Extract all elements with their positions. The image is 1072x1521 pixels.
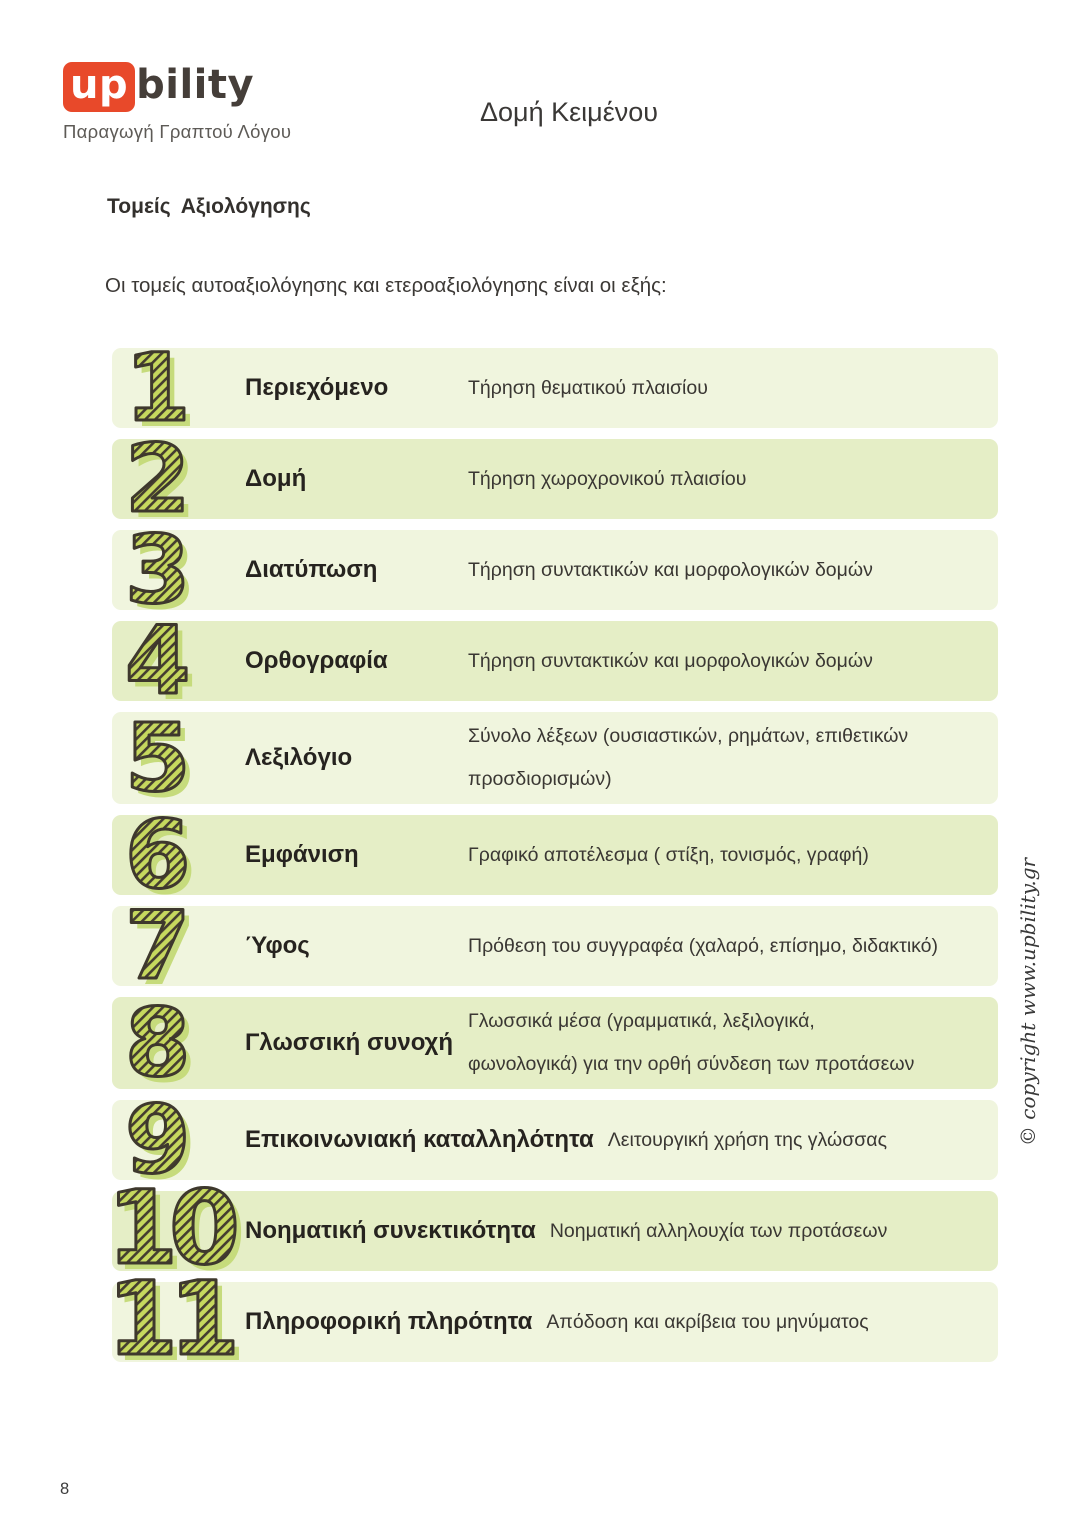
svg-text:4: 4	[125, 607, 187, 716]
evaluation-row: 3 3 Διατύπωση Τήρηση συντακτικών και μορ…	[112, 515, 998, 631]
row-description: Γλωσσικά μέσα (γραμματικά, λεξιλογικά, φ…	[468, 1010, 915, 1075]
row-title: Επικοινωνιακή καταλληλότητα	[245, 1126, 594, 1153]
svg-text:8: 8	[125, 989, 185, 1098]
page-title: Δομή Κειμένου	[479, 97, 659, 127]
page-number: 8	[60, 1480, 70, 1498]
svg-text:7: 7	[131, 898, 190, 1007]
svg-text:9: 9	[125, 1086, 185, 1195]
logo-wordmark: up bility	[63, 62, 291, 112]
intro-text: Οι τομείς αυτοαξιολόγησης και ετεροαξιολ…	[105, 274, 667, 297]
logo-tagline: Παραγωγή Γραπτού Λόγου	[63, 121, 292, 142]
evaluation-row: 5 5 Λεξιλόγιο Σύνολο λέξεων (ουσιαστικών…	[112, 703, 998, 819]
svg-text:10: 10	[107, 1169, 236, 1288]
logo-up-badge: up	[63, 62, 136, 112]
evaluation-row: 2 2 Δομή Τήρηση χωροχρονικού πλαισίου	[112, 424, 998, 540]
row-description: Νοηματική αλληλουχία των προτάσεων	[549, 1219, 888, 1242]
svg-text:4: 4	[131, 613, 193, 722]
row-description: Σύνολο λέξεων (ουσιαστικών, ρημάτων, επι…	[468, 725, 909, 790]
copyright-vertical-text: © copyright www.upbility.gr	[1016, 857, 1040, 1147]
evaluation-row: 1 1 Περιεχόμενο Τήρηση θεματικού πλαισίο…	[112, 333, 998, 449]
svg-text:2: 2	[131, 431, 190, 540]
evaluation-row: 11 11 Πληροφορική πληρότητα Απόδοση και …	[106, 1259, 998, 1385]
evaluation-row: 8 8 Γλωσσική συνοχή Γλωσσικά μέσα (γραμμ…	[112, 988, 998, 1104]
svg-text:3: 3	[131, 522, 190, 631]
svg-text:1: 1	[131, 340, 190, 449]
evaluation-row: 6 6 Εμφάνιση Γραφικό αποτέλεσμα ( στίξη,…	[112, 800, 998, 916]
row-description: Τήρηση συντακτικών και μορφολογικών δομώ…	[468, 649, 873, 672]
evaluation-row: 4 4 Ορθογραφία Τήρηση συντακτικών και μο…	[112, 606, 998, 722]
evaluation-row: 10 10 Νοηματική συνεκτικότητα Νοηματική …	[106, 1168, 998, 1294]
row-title: Λεξιλόγιο	[245, 744, 353, 771]
row-title: Ορθογραφία	[245, 647, 388, 674]
svg-text:3: 3	[125, 516, 184, 625]
row-title: Περιεχόμενο	[245, 374, 389, 401]
upbility-logo: up bility Παραγωγή Γραπτού Λόγου	[63, 62, 291, 143]
svg-text:5: 5	[131, 710, 190, 819]
row-title: Εμφάνιση	[245, 841, 359, 868]
row-title: Δομή	[245, 465, 307, 492]
row-title: Ύφος	[245, 932, 310, 959]
evaluation-row: 9 9 Επικοινωνιακή καταλληλότητα Λειτουργ…	[112, 1085, 998, 1201]
rows-list: 1 1 Περιεχόμενο Τήρηση θεματικού πλαισίο…	[106, 333, 998, 1385]
svg-text:5: 5	[125, 704, 184, 813]
svg-text:2: 2	[125, 425, 184, 534]
svg-text:7: 7	[125, 892, 184, 1001]
svg-text:11: 11	[107, 1260, 233, 1379]
row-description: Τήρηση θεματικού πλαισίου	[468, 376, 708, 399]
svg-text:6: 6	[131, 807, 192, 916]
svg-text:10: 10	[113, 1175, 242, 1294]
svg-text:1: 1	[125, 334, 184, 443]
row-description: Γραφικό αποτέλεσμα ( στίξη, τονισμός, γρ…	[468, 843, 869, 866]
row-title: Διατύπωση	[245, 556, 378, 583]
row-title: Πληροφορική πληρότητα	[245, 1308, 533, 1335]
logo-bility-text: bility	[136, 62, 255, 108]
row-description: Απόδοση και ακρίβεια του μηνύματος	[546, 1310, 869, 1333]
section-heading: Τομείς Αξιολόγησης	[107, 195, 311, 218]
row-description: Τήρηση συντακτικών και μορφολογικών δομώ…	[468, 558, 873, 581]
row-description: Τήρηση χωροχρονικού πλαισίου	[468, 467, 747, 490]
row-description: Λειτουργική χρήση της γλώσσας	[607, 1128, 887, 1151]
svg-text:8: 8	[131, 995, 191, 1104]
svg-text:9: 9	[131, 1092, 191, 1201]
row-title: Γλωσσική συνοχή	[245, 1029, 453, 1056]
row-title: Νοηματική συνεκτικότητα	[245, 1217, 536, 1244]
svg-text:11: 11	[113, 1266, 239, 1385]
evaluation-row: 7 7 Ύφος Πρόθεση του συγγραφέα (χαλαρό, …	[112, 891, 998, 1007]
row-description: Πρόθεση του συγγραφέα (χαλαρό, επίσημο, …	[468, 934, 939, 957]
svg-text:6: 6	[125, 801, 186, 910]
